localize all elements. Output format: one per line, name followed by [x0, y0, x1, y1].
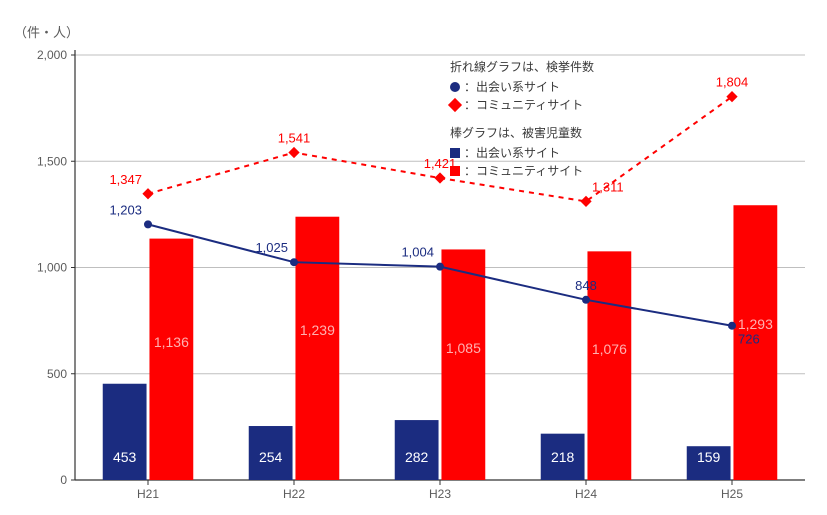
svg-text:1,136: 1,136 [154, 334, 189, 350]
svg-text:1,203: 1,203 [109, 202, 142, 217]
svg-text:1,076: 1,076 [592, 341, 627, 357]
svg-text:1,311: 1,311 [592, 179, 624, 194]
legend-entry: ：出会い系サイト [450, 144, 594, 162]
svg-text:H24: H24 [575, 487, 597, 501]
legend-label: ：コミュニティサイト [464, 162, 583, 180]
bar [149, 239, 193, 480]
diamond-icon [448, 98, 462, 112]
square-icon [450, 166, 460, 176]
line-marker [144, 220, 152, 228]
svg-text:1,000: 1,000 [37, 261, 67, 275]
line-marker [436, 263, 444, 271]
line-marker [290, 258, 298, 266]
svg-text:2,000: 2,000 [37, 48, 67, 62]
legend-title: 棒グラフは、被害児童数 [450, 124, 594, 142]
circle-icon [450, 82, 460, 92]
chart-svg: 0 500 1,000 1,500 2,000 453 1,136 H21 254 1,239 H2… [0, 0, 827, 515]
legend: 折れ線グラフは、検挙件数：出会い系サイト：コミュニティサイト棒グラフは、被害児童… [450, 58, 594, 180]
bar [103, 384, 147, 480]
bar [441, 249, 485, 480]
legend-label: ：出会い系サイト [464, 144, 560, 162]
line-marker [582, 296, 590, 304]
y-axis-label: （件・人） [14, 22, 79, 41]
svg-text:1,541: 1,541 [278, 131, 311, 146]
square-icon [450, 148, 460, 158]
svg-text:1,025: 1,025 [255, 240, 288, 255]
svg-text:218: 218 [551, 449, 575, 465]
legend-entry: ：出会い系サイト [450, 78, 594, 96]
svg-text:1,085: 1,085 [446, 340, 481, 356]
line-series [148, 97, 732, 202]
svg-text:1,293: 1,293 [738, 316, 773, 332]
legend-title: 折れ線グラフは、検挙件数 [450, 58, 594, 76]
legend-label: ：コミュニティサイト [464, 96, 583, 114]
svg-text:1,004: 1,004 [401, 245, 434, 260]
line-marker [728, 322, 736, 330]
svg-text:0: 0 [60, 473, 67, 487]
bar [295, 217, 339, 480]
legend-entry: ：コミュニティサイト [450, 162, 594, 180]
line-series [148, 224, 732, 325]
line-marker [142, 188, 153, 199]
line-marker [288, 147, 299, 158]
svg-text:1,239: 1,239 [300, 322, 335, 338]
svg-text:848: 848 [575, 278, 597, 293]
svg-text:H22: H22 [283, 487, 305, 501]
svg-text:453: 453 [113, 449, 137, 465]
svg-text:1,500: 1,500 [37, 154, 67, 168]
svg-text:254: 254 [259, 449, 283, 465]
legend-label: ：出会い系サイト [464, 78, 560, 96]
svg-text:159: 159 [697, 449, 721, 465]
svg-text:1,347: 1,347 [109, 172, 142, 187]
svg-text:282: 282 [405, 449, 429, 465]
legend-entry: ：コミュニティサイト [450, 96, 594, 114]
svg-text:726: 726 [738, 332, 760, 347]
line-marker [434, 172, 445, 183]
svg-text:H21: H21 [137, 487, 159, 501]
svg-text:H23: H23 [429, 487, 451, 501]
svg-text:H25: H25 [721, 487, 743, 501]
svg-text:1,804: 1,804 [716, 75, 749, 90]
svg-text:500: 500 [47, 367, 67, 381]
chart-container: 0 500 1,000 1,500 2,000 453 1,136 H21 254 1,239 H2… [0, 0, 827, 515]
